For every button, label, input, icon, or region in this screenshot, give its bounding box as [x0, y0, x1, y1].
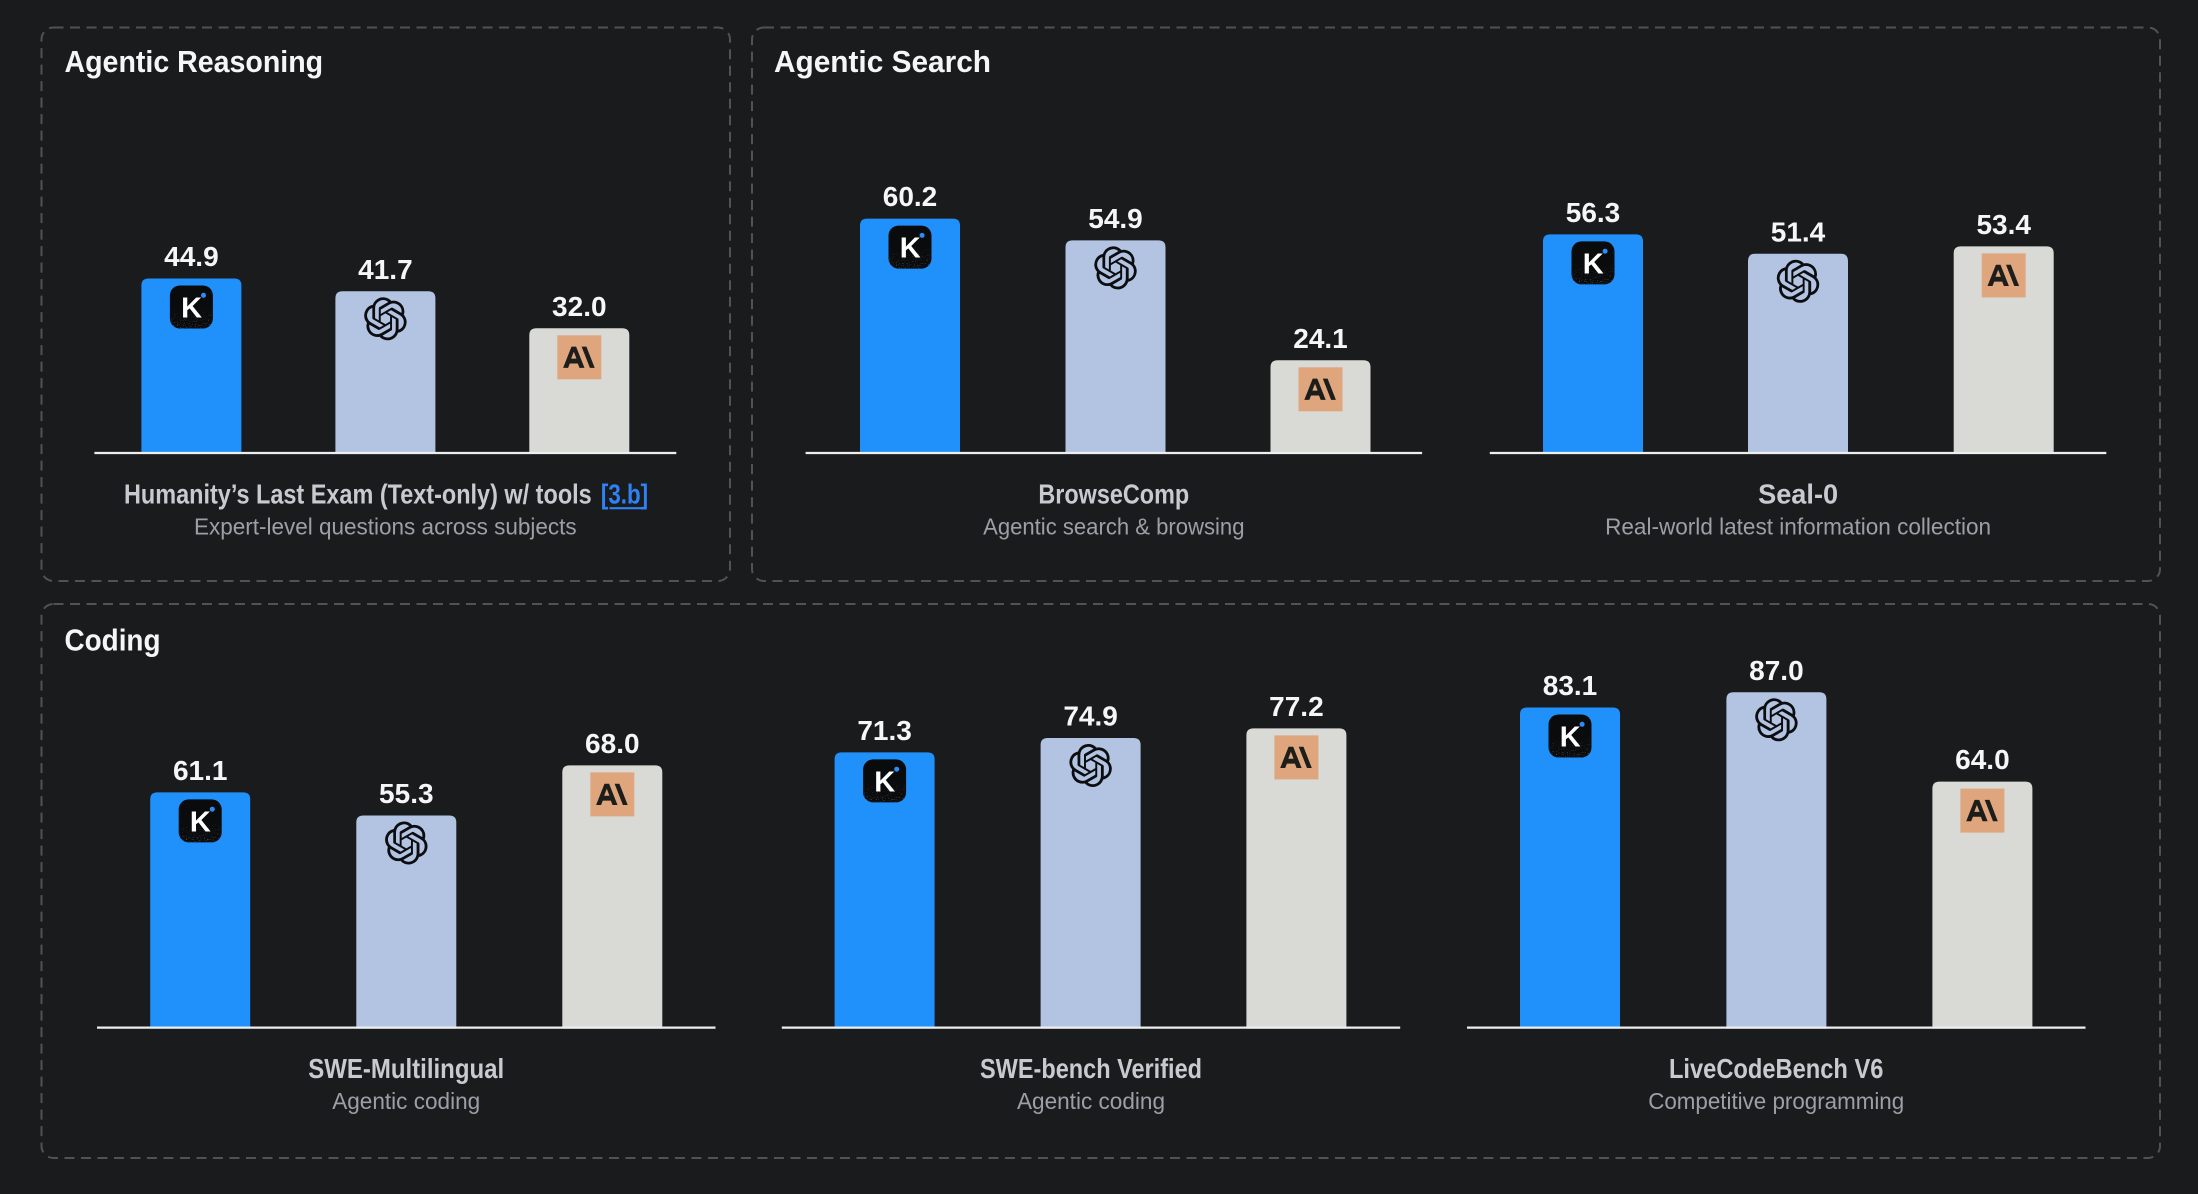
svg-text:77.2: 77.2: [1269, 691, 1324, 722]
svg-text:53.4: 53.4: [1976, 209, 2031, 240]
svg-text:Seal-0: Seal-0: [1758, 479, 1838, 510]
svg-text:55.3: 55.3: [379, 778, 434, 809]
svg-text:Agentic search & browsing: Agentic search & browsing: [983, 514, 1244, 540]
svg-text:Agentic coding: Agentic coding: [1017, 1088, 1165, 1114]
svg-text:64.0: 64.0: [1955, 744, 2010, 775]
svg-text:Agentic coding: Agentic coding: [332, 1088, 480, 1114]
svg-text:83.1: 83.1: [1543, 670, 1598, 701]
svg-text:68.0: 68.0: [585, 728, 640, 759]
svg-text:BrowseComp: BrowseComp: [1038, 479, 1189, 510]
svg-text:56.3: 56.3: [1566, 197, 1621, 228]
svg-text:44.9: 44.9: [164, 241, 219, 272]
svg-text:Real-world latest information: Real-world latest information collection: [1605, 514, 1991, 540]
svg-text:24.1: 24.1: [1293, 323, 1348, 354]
svg-text:Humanity’s Last Exam (Text-onl: Humanity’s Last Exam (Text-only) w/ tool…: [124, 479, 592, 510]
svg-text:71.3: 71.3: [857, 715, 912, 746]
svg-text:LiveCodeBench V6: LiveCodeBench V6: [1669, 1053, 1884, 1084]
svg-text:SWE-Multilingual: SWE-Multilingual: [308, 1053, 504, 1084]
svg-text:Agentic Search: Agentic Search: [774, 44, 991, 79]
svg-text:87.0: 87.0: [1749, 655, 1804, 686]
svg-text:Coding: Coding: [65, 623, 161, 658]
svg-text:61.1: 61.1: [173, 755, 228, 786]
svg-text:Expert-level questions across: Expert-level questions across subjects: [194, 514, 577, 540]
svg-text:Agentic Reasoning: Agentic Reasoning: [65, 44, 324, 79]
svg-text:60.2: 60.2: [883, 181, 938, 212]
svg-text:41.7: 41.7: [358, 254, 413, 285]
svg-text:SWE-bench Verified: SWE-bench Verified: [980, 1053, 1202, 1084]
svg-text:54.9: 54.9: [1088, 203, 1143, 234]
svg-text:[3.b]: [3.b]: [601, 479, 648, 510]
svg-text:Competitive programming: Competitive programming: [1648, 1088, 1904, 1114]
svg-text:32.0: 32.0: [552, 291, 607, 322]
svg-text:74.9: 74.9: [1063, 701, 1118, 732]
svg-text:51.4: 51.4: [1771, 216, 1826, 247]
